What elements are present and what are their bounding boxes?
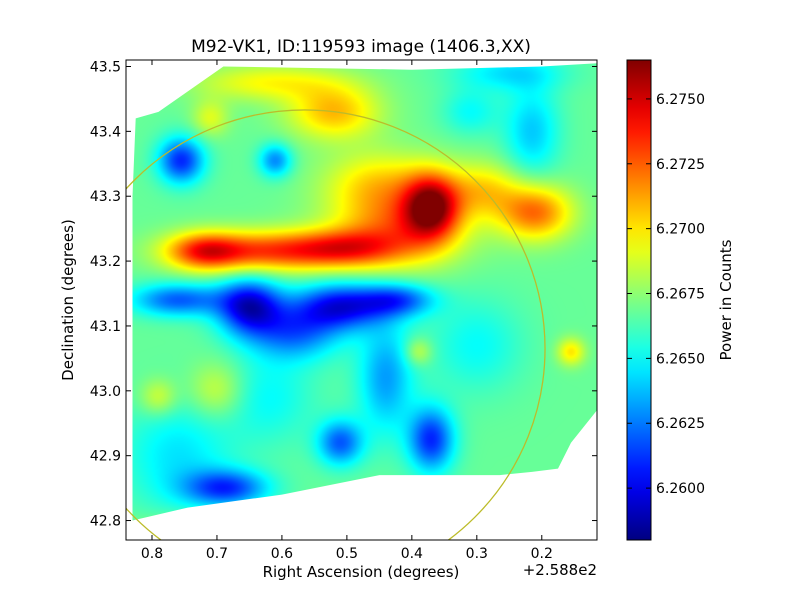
plot-frame	[125, 59, 598, 541]
y-tick-label: 43.4	[90, 124, 121, 140]
x-tick-label: 0.6	[271, 546, 293, 562]
x-tick-label: 0.7	[206, 546, 228, 562]
colorbar-tick-label: 6.2700	[656, 222, 705, 238]
y-axis-ticks: 42.8 42.9 43.0 43.1 43.2 43.3 43.4 43.5	[90, 59, 597, 530]
y-tick-label: 43.1	[90, 319, 121, 335]
colorbar-tick-label: 6.2650	[656, 351, 705, 367]
colorbar-tick-label: 6.2625	[656, 416, 705, 432]
x-axis-ticks: 0.8 0.7 0.6 0.5 0.4 0.3 0.2	[141, 60, 553, 562]
colorbar-ticks: 6.2600 6.2625 6.2650 6.2675 6.2700 6.2725 6.27…	[627, 92, 705, 497]
y-tick-label: 42.8	[90, 514, 121, 530]
x-axis-offset-label: +2.588e2	[523, 561, 597, 579]
x-tick-label: 0.3	[466, 546, 488, 562]
y-axis-label: Declination (degrees)	[59, 219, 77, 381]
x-tick-label: 0.4	[401, 546, 423, 562]
y-tick-label: 43.2	[90, 254, 121, 270]
x-tick-label: 0.8	[141, 546, 163, 562]
colorbar-tick-label: 6.2675	[656, 287, 705, 303]
y-tick-label: 43.5	[90, 59, 121, 75]
colorbar-label: Power in Counts	[717, 239, 735, 360]
chart-title: M92-VK1, ID:119593 image (1406.3,XX)	[191, 37, 531, 57]
colorbar	[626, 59, 652, 541]
x-axis-label: Right Ascension (degrees)	[263, 563, 460, 581]
y-tick-label: 42.9	[90, 449, 121, 465]
x-tick-label: 0.2	[531, 546, 553, 562]
colorbar-tick-label: 6.2750	[656, 92, 705, 108]
plot-area	[126, 63, 597, 540]
y-tick-label: 43.3	[90, 189, 121, 205]
colorbar-tick-label: 6.2600	[656, 481, 705, 497]
heatmap-image	[132, 63, 597, 521]
colorbar-tick-label: 6.2725	[656, 157, 705, 173]
y-tick-label: 43.0	[90, 384, 121, 400]
aperture-circle	[126, 109, 546, 540]
x-tick-label: 0.5	[336, 546, 358, 562]
